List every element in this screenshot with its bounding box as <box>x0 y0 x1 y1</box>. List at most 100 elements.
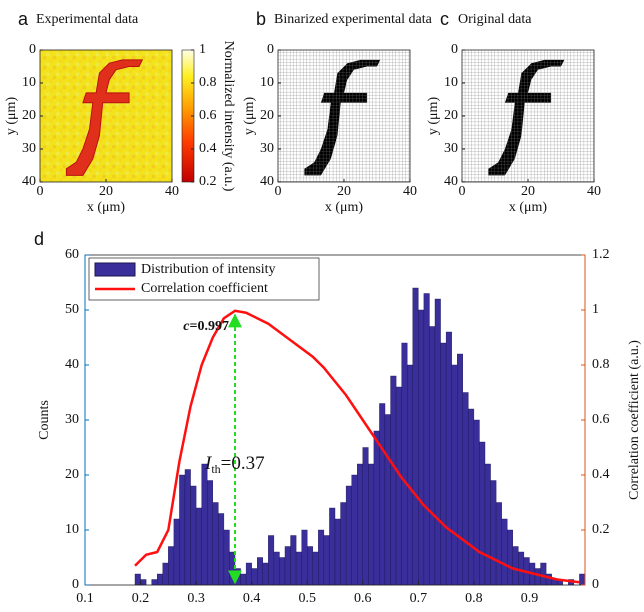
histogram-bar <box>168 546 175 586</box>
histogram-bar <box>490 480 497 586</box>
y-tick-label: 0 <box>29 42 36 57</box>
y2-tick-label: 0 <box>592 577 599 592</box>
histogram-bar <box>173 518 180 586</box>
y-tick-label: 20 <box>65 467 79 482</box>
y-tick-label: 20 <box>22 108 36 123</box>
x-tick-label: 0.1 <box>76 591 94 606</box>
histogram-bar <box>295 551 302 586</box>
y-tick-label: 50 <box>65 302 79 317</box>
histogram-bar <box>279 557 286 586</box>
annotation-part: I <box>204 453 213 474</box>
histogram-bar <box>257 557 263 586</box>
histogram-bar <box>390 375 397 586</box>
x-tick-label: 0.3 <box>187 591 205 606</box>
x-tick-label: 0.8 <box>465 591 483 606</box>
legend-label: Correlation coefficient <box>141 281 268 296</box>
histogram-bar <box>362 447 369 586</box>
y-tick-label: 40 <box>22 174 36 189</box>
histogram-bar <box>468 408 475 586</box>
colorbar-tick-label: 0.6 <box>199 108 217 123</box>
x-tick-label: 0.2 <box>132 591 150 606</box>
histogram-bar <box>518 551 525 586</box>
x-tick-label: 0.6 <box>354 591 372 606</box>
histogram-bar <box>534 568 541 586</box>
histogram-bar <box>190 485 197 586</box>
histogram-bar <box>423 293 430 586</box>
histogram-bar <box>251 568 258 586</box>
histogram-bar <box>507 529 513 586</box>
x-axis-label: x (μm) <box>509 200 548 215</box>
x-tick-label: 0.9 <box>521 591 539 606</box>
histogram-bar <box>162 562 169 586</box>
panel-title: Binarized experimental data <box>274 12 433 27</box>
histogram-bar <box>379 403 386 586</box>
histogram-bar <box>512 546 519 586</box>
histogram-bar <box>323 535 330 586</box>
pixel-grid <box>278 50 410 182</box>
histogram-bar <box>445 331 452 586</box>
histogram-bar <box>245 562 252 586</box>
y-axis-label: y (μm) <box>4 97 19 136</box>
y2-tick-label: 0.4 <box>592 467 610 482</box>
y-tick-label: 10 <box>65 522 79 537</box>
histogram-bar <box>457 353 463 586</box>
y-tick-label: 10 <box>22 75 36 90</box>
histogram-bar <box>501 518 508 586</box>
histogram-bar <box>340 502 347 586</box>
histogram-bar <box>473 419 480 586</box>
histogram-bar <box>301 529 308 586</box>
x-tick-label: 20 <box>521 184 535 199</box>
histogram-bar <box>307 546 313 586</box>
x-tick-label: 40 <box>587 184 601 199</box>
histogram-bar <box>357 463 363 586</box>
x-tick-label: 0.4 <box>243 591 261 606</box>
y2-tick-label: 1.2 <box>592 247 610 262</box>
colorbar-tick-label: 1 <box>199 42 206 57</box>
y-tick-label: 10 <box>260 75 274 90</box>
y-axis-label: y (μm) <box>242 97 257 136</box>
y2-axis-label: Correlation coefficient (a.u.) <box>627 340 642 500</box>
histogram-bar <box>240 573 247 586</box>
y-tick-label: 40 <box>260 174 274 189</box>
histogram-bar <box>579 573 586 586</box>
x-tick-label: 0.7 <box>410 591 428 606</box>
pixel-grid <box>462 50 594 182</box>
x-tick-label: 0.5 <box>298 591 316 606</box>
histogram-bar <box>373 430 380 586</box>
histogram-bar <box>201 463 208 586</box>
histogram-bar <box>351 474 358 586</box>
histogram-bar <box>268 535 275 586</box>
x-tick-label: 40 <box>165 184 179 199</box>
y2-tick-label: 0.2 <box>592 522 610 537</box>
x-tick-label: 0 <box>459 184 466 199</box>
histogram-bar <box>334 518 341 586</box>
histogram-bar <box>195 507 202 586</box>
histogram-bar <box>401 342 408 586</box>
threshold-annotation: Ith=0.37 <box>204 453 265 475</box>
histogram-bar <box>418 309 425 586</box>
histogram-bar <box>407 364 413 586</box>
histogram-bar <box>451 364 458 586</box>
histogram-bar <box>384 414 391 586</box>
histogram-bar <box>312 551 319 586</box>
histogram-bar <box>273 551 280 586</box>
x-tick-label: 40 <box>403 184 417 199</box>
y2-tick-label: 1 <box>592 302 599 317</box>
x-tick-label: 0 <box>37 184 44 199</box>
y-tick-label: 30 <box>65 412 79 427</box>
histogram-bar <box>184 469 191 586</box>
y-tick-label: 20 <box>260 108 274 123</box>
histogram-bar <box>440 342 447 586</box>
histogram-bar <box>134 573 141 586</box>
x-axis-label: x (μm) <box>87 200 126 215</box>
y-tick-label: 0 <box>451 42 458 57</box>
histogram-bar <box>179 474 186 586</box>
colorbar-tick-label: 0.4 <box>199 141 217 156</box>
colorbar-label: Normalized intensity (a.u.) <box>221 41 236 192</box>
histogram-bar <box>290 535 297 586</box>
y-tick-label: 30 <box>444 141 458 156</box>
panel-title: Experimental data <box>36 12 139 27</box>
histogram-bar <box>157 573 163 586</box>
histogram-bar <box>223 529 230 586</box>
